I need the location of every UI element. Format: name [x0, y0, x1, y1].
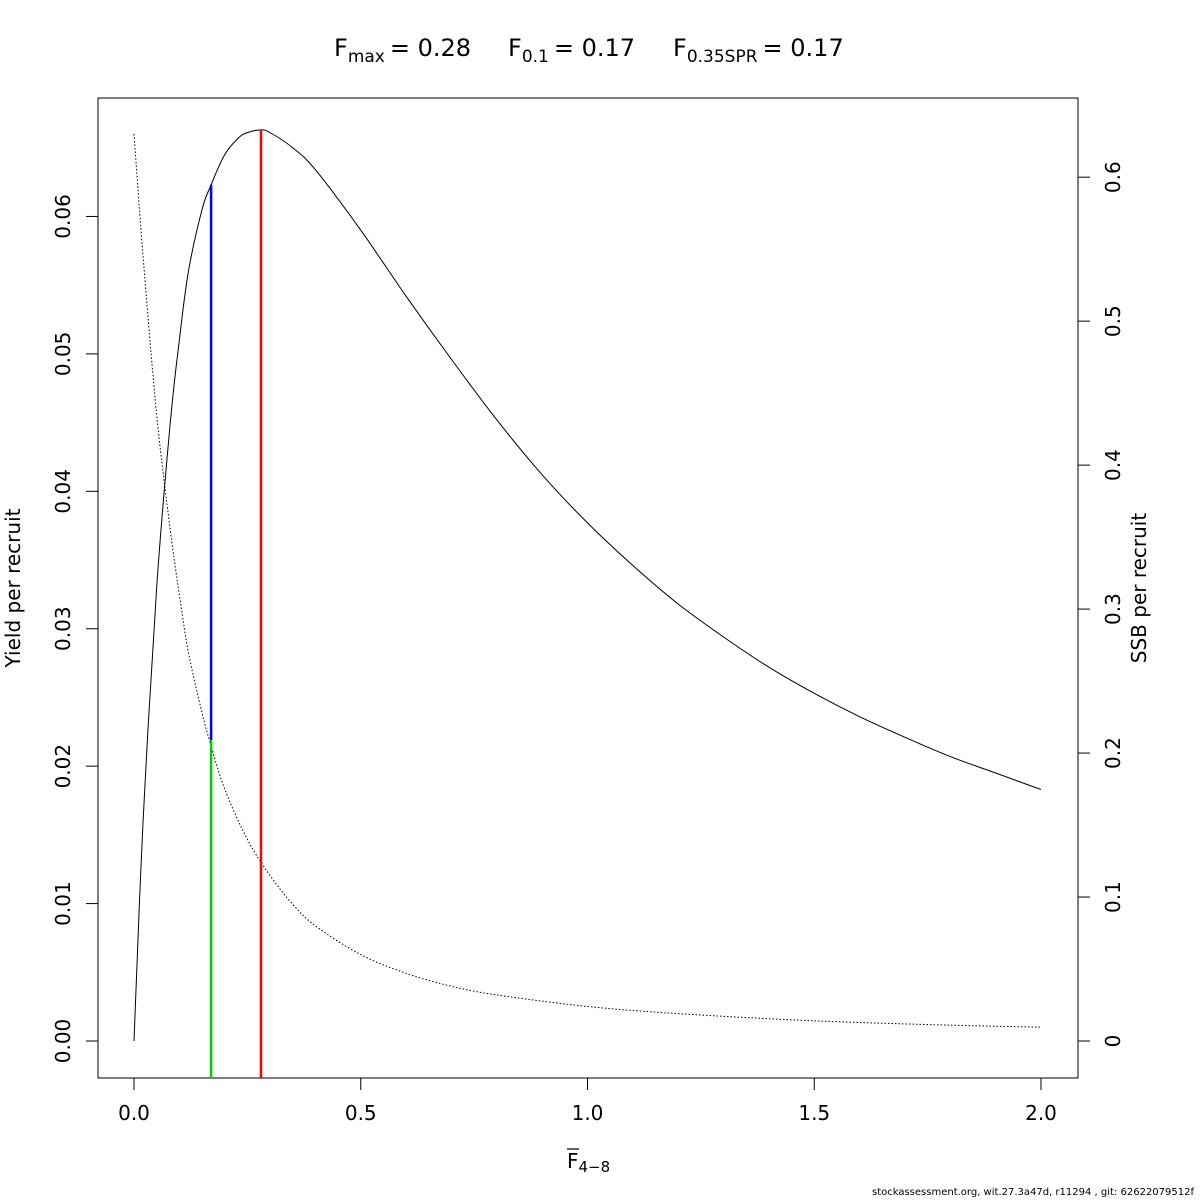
y-axis-right: 0 0.1 0.2 0.3 0.4 0.5 0.6 — [1077, 161, 1125, 1048]
x-axis: 0.0 0.5 1.0 1.5 2.0 — [118, 1077, 1057, 1125]
y-tick-label-left: 0.02 — [51, 744, 75, 789]
y-axis-left: 0.00 0.01 0.02 0.03 0.04 0.05 0.06 — [51, 194, 99, 1064]
x-label: F4−8 — [567, 1149, 610, 1176]
y-tick-label-left: 0.04 — [51, 469, 75, 514]
x-tick-label: 0.5 — [345, 1101, 377, 1125]
y-tick-label-right: 0.6 — [1101, 161, 1125, 193]
x-tick-label: 2.0 — [1025, 1101, 1057, 1125]
y-tick-label-left: 0.06 — [51, 194, 75, 239]
yield-per-recruit-line — [133, 129, 1042, 1042]
y-tick-label-right: 0.4 — [1101, 449, 1125, 481]
x-tick-label: 0.0 — [118, 1101, 150, 1125]
y-tick-label-left: 0.03 — [51, 606, 75, 651]
reference-lines — [209, 129, 263, 1078]
y-label-right: SSB per recruit — [1127, 513, 1151, 664]
y-tick-label-right: 0.3 — [1101, 593, 1125, 625]
y-tick-label-left: 0.05 — [51, 332, 75, 377]
y-label-left: Yield per recruit — [1, 508, 25, 668]
ssb-per-recruit-line — [133, 133, 1042, 1028]
title-f035spr: F0.35SPR = 0.17 — [673, 34, 844, 67]
y-tick-label-left: 0.01 — [51, 881, 75, 926]
y-tick-label-right: 0.2 — [1101, 737, 1125, 769]
plot-frame — [97, 97, 1079, 1079]
y-tick-label-left: 0.00 — [51, 1019, 75, 1064]
title-f01: F0.1 = 0.17 — [508, 34, 635, 67]
title-fmax: Fmax = 0.28 — [334, 34, 471, 67]
series-group — [133, 129, 1042, 1042]
footer-credit: stockassessment.org, wit.27.3a47d, r1129… — [871, 1187, 1194, 1198]
x-tick-label: 1.5 — [798, 1101, 830, 1125]
y-tick-label-right: 0.5 — [1101, 305, 1125, 337]
y-tick-label-right: 0 — [1101, 1035, 1125, 1048]
y-tick-label-right: 0.1 — [1101, 881, 1125, 913]
x-tick-label: 1.0 — [572, 1101, 604, 1125]
